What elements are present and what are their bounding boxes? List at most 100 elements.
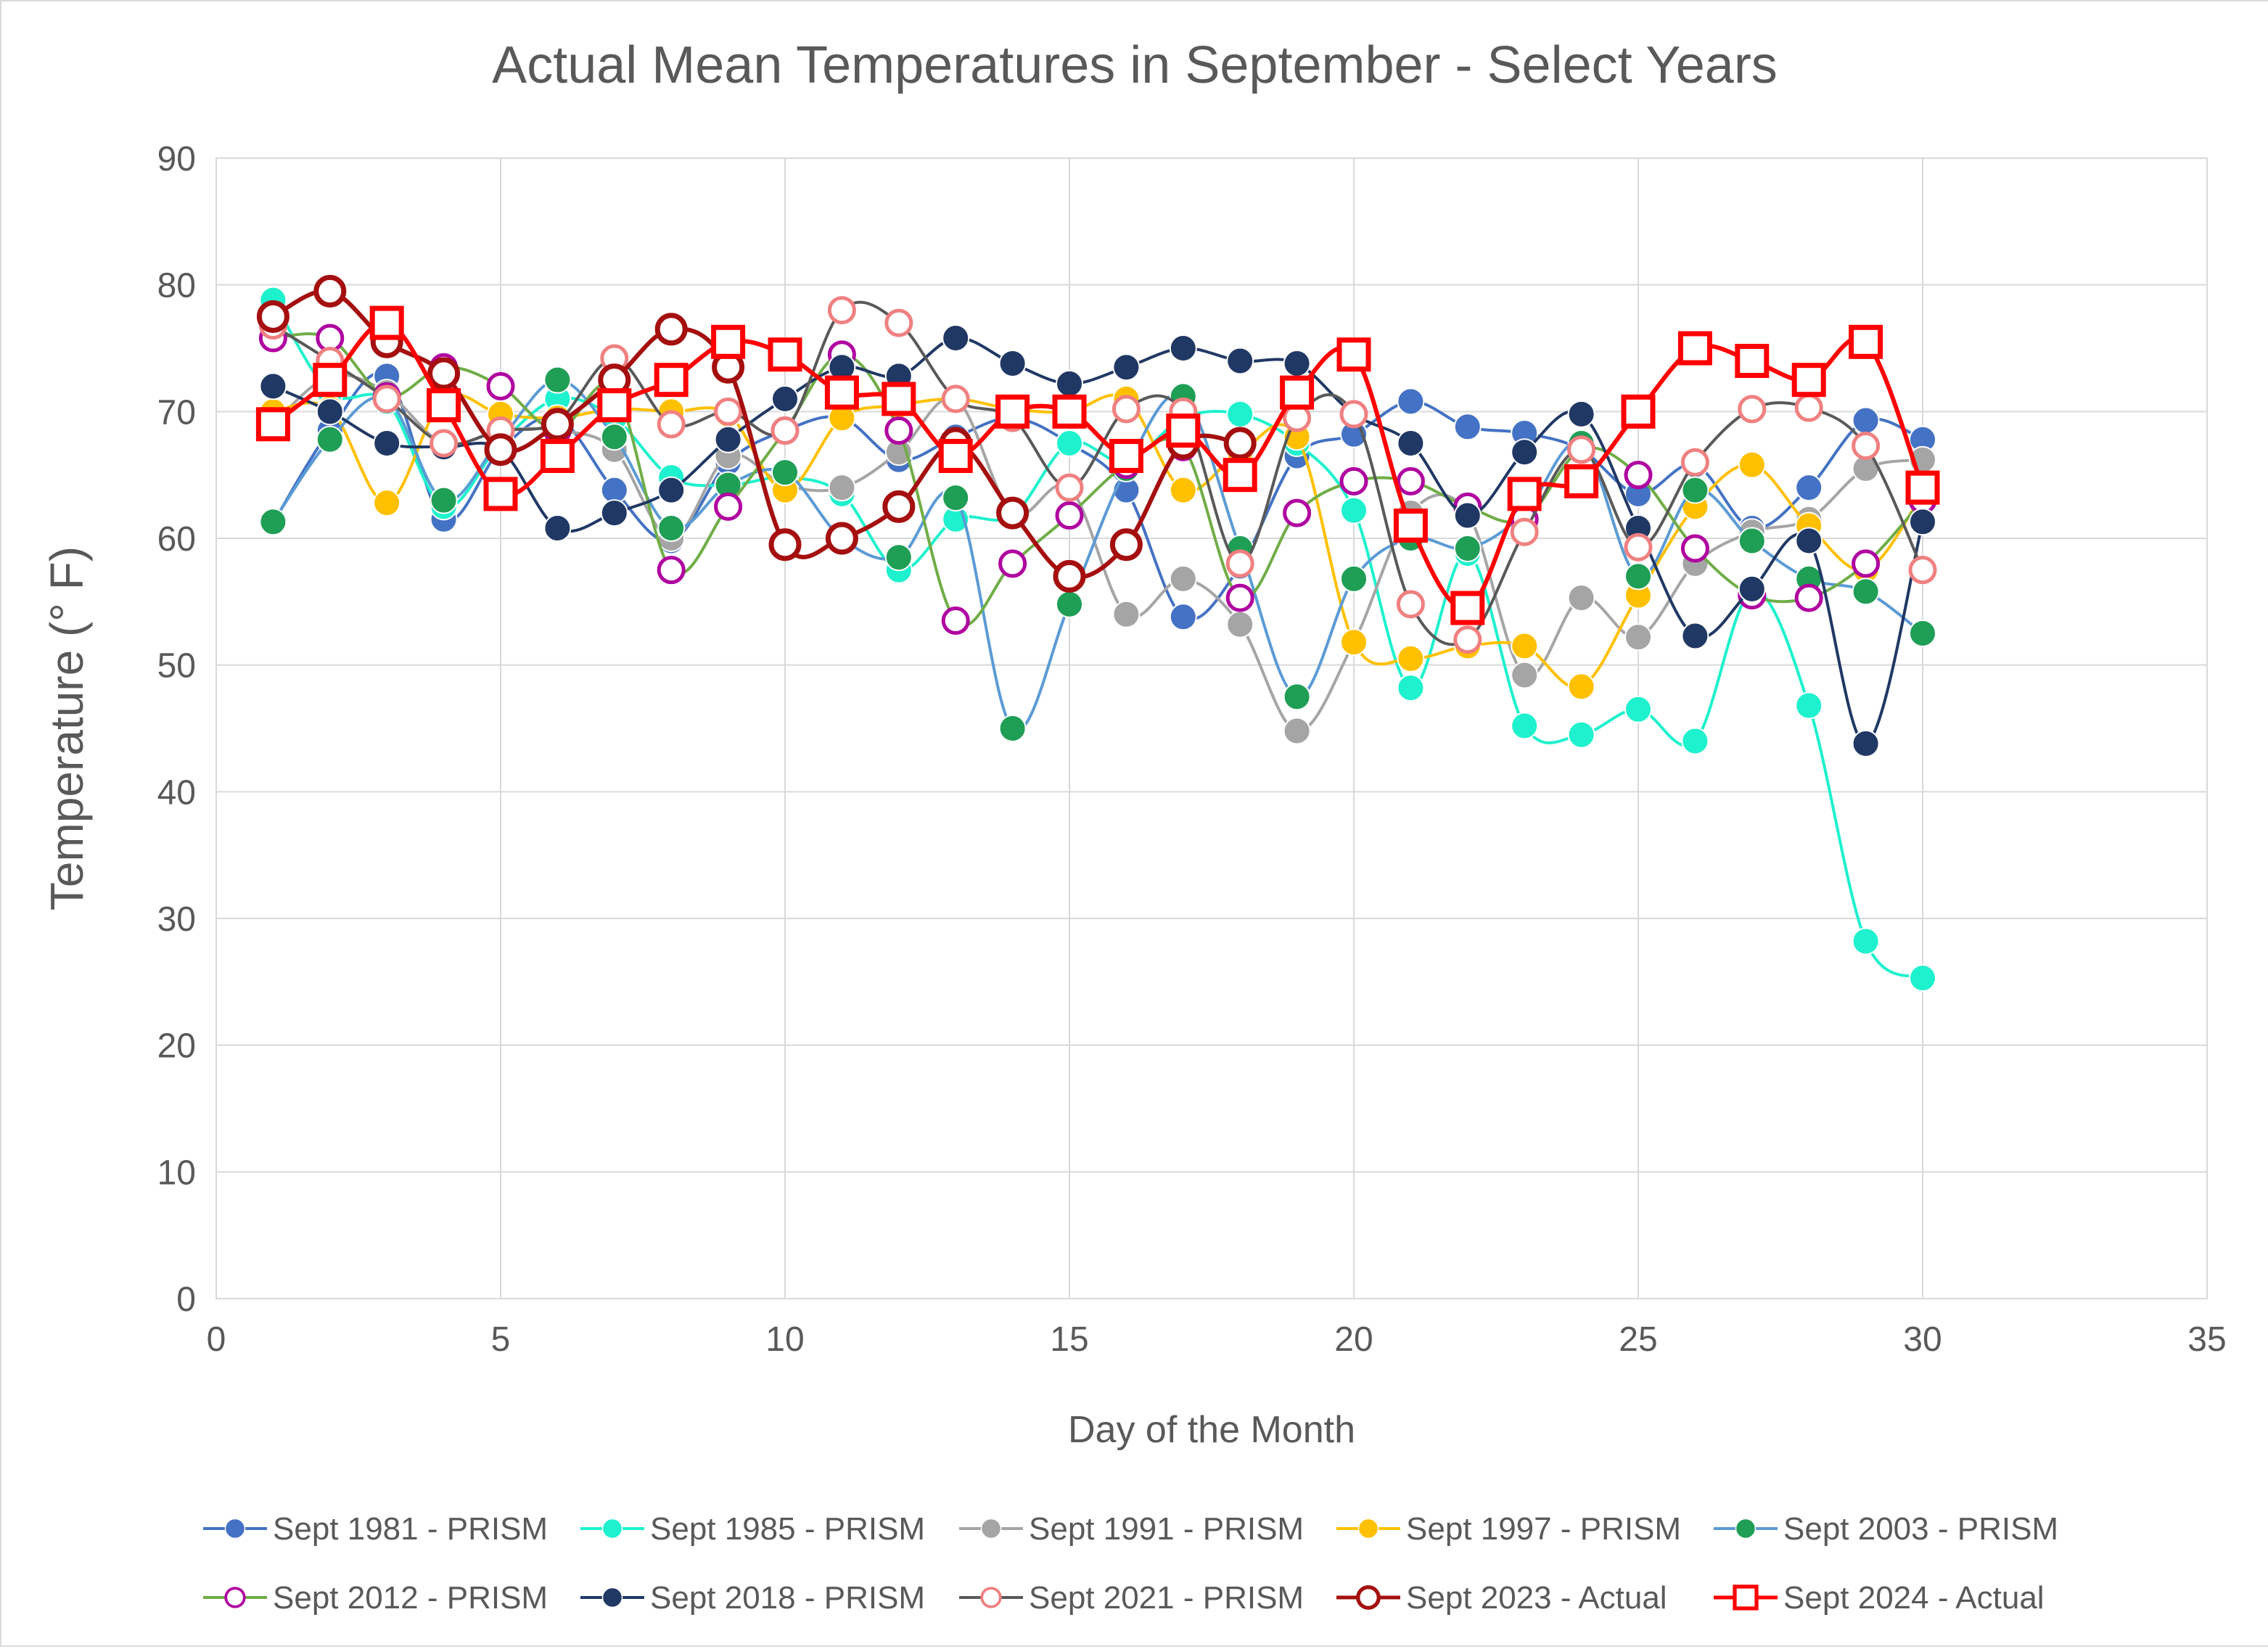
- data-point: [1567, 400, 1595, 428]
- data-point: [1681, 622, 1709, 650]
- data-point: [259, 372, 287, 400]
- data-point: [1223, 458, 1257, 493]
- data-point: [1056, 590, 1083, 618]
- data-point: [941, 606, 970, 636]
- y-tick-label: 70: [157, 393, 196, 432]
- series-line: [273, 392, 1924, 689]
- data-point: [1226, 400, 1254, 428]
- data-point: [372, 385, 401, 414]
- data-point: [1339, 466, 1368, 495]
- data-point: [1852, 406, 1880, 435]
- data-point: [1225, 549, 1254, 578]
- data-point: [1052, 394, 1087, 429]
- data-point: [1336, 337, 1371, 372]
- data-point: [1680, 448, 1709, 477]
- data-point: [1624, 562, 1652, 591]
- legend-label: Sept 2012 - PRISM: [273, 1580, 548, 1616]
- legend-label: Sept 2003 - PRISM: [1783, 1511, 2058, 1547]
- data-point: [884, 543, 913, 572]
- data-point: [483, 477, 518, 511]
- data-point: [1283, 683, 1311, 711]
- x-tick-label: 35: [2187, 1320, 2226, 1359]
- data-point: [1280, 375, 1315, 410]
- data-point: [1056, 369, 1083, 398]
- data-point: [1738, 575, 1766, 603]
- data-point: [1283, 349, 1311, 377]
- data-point: [1794, 583, 1823, 612]
- data-point: [259, 508, 287, 536]
- data-point: [430, 429, 459, 458]
- grid-lines: [216, 158, 2207, 1299]
- legend-item: Sept 1985 - PRISM: [580, 1511, 925, 1547]
- data-point: [771, 416, 800, 445]
- data-point: [824, 375, 859, 410]
- data-point: [369, 305, 404, 340]
- data-point: [1225, 583, 1254, 612]
- data-point: [1567, 673, 1595, 701]
- data-point: [1909, 620, 1936, 647]
- data-point: [1905, 470, 1940, 505]
- data-point: [998, 715, 1027, 742]
- data-point: [313, 274, 347, 308]
- data-point: [941, 385, 970, 414]
- data-point: [654, 363, 689, 398]
- data-point: [1056, 429, 1083, 457]
- y-tick-label: 10: [157, 1154, 196, 1192]
- data-point: [1393, 509, 1428, 543]
- data-point: [1795, 474, 1823, 502]
- data-point: [1340, 564, 1368, 593]
- x-axis-label: Day of the Month: [1068, 1409, 1355, 1451]
- data-point: [714, 425, 742, 453]
- data-point: [657, 514, 686, 543]
- data-point: [884, 416, 913, 445]
- data-point: [1511, 632, 1539, 660]
- chart-title: Actual Mean Temperatures in September - …: [492, 36, 1778, 94]
- data-point: [1852, 927, 1880, 955]
- data-point: [543, 514, 572, 543]
- data-point: [1453, 413, 1482, 441]
- legend-marker: [1735, 1518, 1757, 1539]
- legend-item: Sept 2018 - PRISM: [580, 1580, 925, 1616]
- data-point: [1852, 549, 1881, 578]
- data-point: [1794, 393, 1823, 422]
- data-point: [1681, 476, 1709, 504]
- data-point: [1453, 625, 1482, 654]
- legend-label: Sept 2018 - PRISM: [650, 1580, 925, 1616]
- data-point: [1396, 590, 1425, 619]
- data-point: [1624, 461, 1653, 490]
- data-point: [597, 388, 632, 423]
- data-point: [1169, 476, 1197, 504]
- y-tick-label: 90: [157, 140, 196, 178]
- legend-label: Sept 1985 - PRISM: [650, 1511, 925, 1547]
- data-point: [1226, 347, 1254, 375]
- legend-item: Sept 2024 - Actual: [1714, 1580, 2045, 1616]
- data-point: [1397, 387, 1425, 416]
- data-point: [657, 410, 686, 439]
- data-point: [996, 496, 1030, 530]
- data-point: [430, 486, 458, 514]
- y-tick-label: 0: [176, 1280, 196, 1319]
- data-point: [1507, 477, 1542, 511]
- data-point: [1055, 501, 1084, 530]
- y-tick-label: 20: [157, 1027, 196, 1066]
- data-point: [1397, 429, 1425, 457]
- data-point: [255, 407, 290, 442]
- data-point: [1681, 727, 1709, 755]
- data-point: [657, 556, 686, 585]
- data-point: [373, 429, 401, 457]
- x-tick-label: 0: [207, 1320, 226, 1359]
- data-point: [1112, 353, 1141, 382]
- data-point: [1852, 431, 1881, 460]
- legend-label: Sept 2021 - PRISM: [1029, 1580, 1304, 1616]
- y-tick-label: 60: [157, 520, 196, 559]
- data-point: [600, 499, 628, 527]
- data-point: [1738, 451, 1766, 479]
- legend-item: Sept 1991 - PRISM: [959, 1511, 1304, 1547]
- legend-label: Sept 1981 - PRISM: [273, 1511, 548, 1547]
- data-point: [316, 398, 344, 426]
- data-point: [1283, 717, 1311, 745]
- plot-area-border: [215, 157, 2208, 1299]
- data-point: [1624, 532, 1653, 562]
